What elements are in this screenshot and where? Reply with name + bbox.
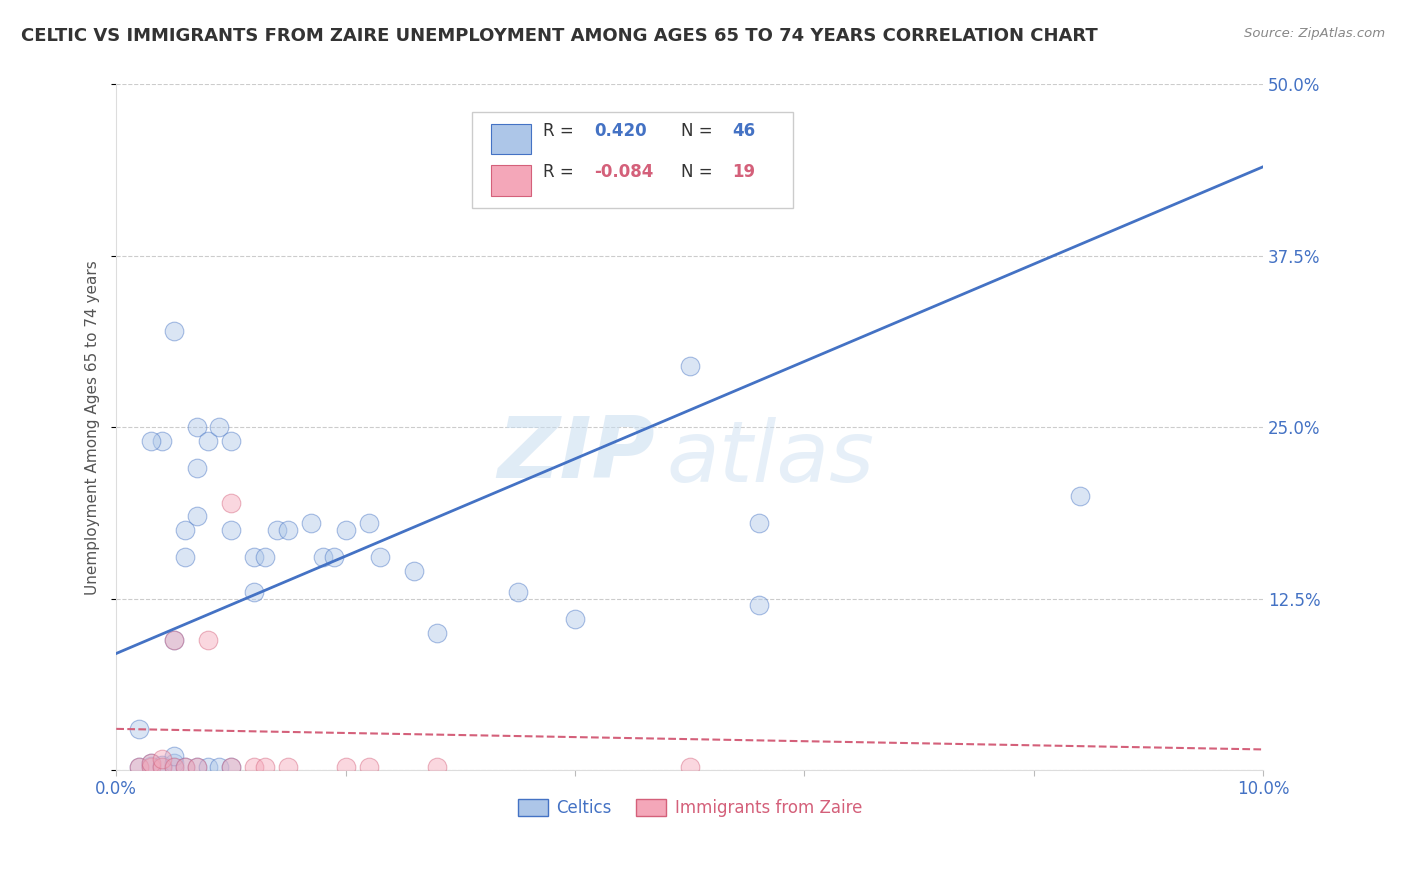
Point	[162, 749, 184, 764]
Point	[150, 757, 173, 772]
Point	[357, 760, 380, 774]
Point	[139, 759, 162, 773]
Text: Source: ZipAtlas.com: Source: ZipAtlas.com	[1244, 27, 1385, 40]
Point	[186, 760, 208, 774]
Point	[150, 760, 173, 774]
Point	[208, 760, 231, 774]
Text: -0.084: -0.084	[595, 163, 654, 181]
Point	[277, 523, 299, 537]
Point	[266, 523, 288, 537]
Point	[243, 550, 266, 565]
Point	[139, 756, 162, 771]
Text: N =: N =	[681, 122, 717, 140]
Text: ZIP: ZIP	[498, 413, 655, 496]
Point	[219, 760, 242, 774]
FancyBboxPatch shape	[472, 112, 793, 208]
Point	[748, 599, 770, 613]
Point	[748, 516, 770, 531]
Point	[197, 434, 219, 448]
Text: 46: 46	[733, 122, 755, 140]
Point	[243, 584, 266, 599]
Y-axis label: Unemployment Among Ages 65 to 74 years: Unemployment Among Ages 65 to 74 years	[86, 260, 100, 595]
Point	[564, 612, 586, 626]
Point	[1069, 489, 1091, 503]
Point	[174, 760, 197, 774]
Point	[243, 760, 266, 774]
Point	[404, 564, 426, 578]
Point	[335, 523, 357, 537]
Point	[679, 760, 702, 774]
Point	[368, 550, 391, 565]
Point	[335, 760, 357, 774]
Bar	[491, 165, 531, 195]
Point	[506, 584, 529, 599]
Point	[186, 509, 208, 524]
Point	[162, 756, 184, 771]
Point	[357, 516, 380, 531]
Point	[150, 752, 173, 766]
Point	[219, 434, 242, 448]
Point	[197, 632, 219, 647]
Point	[312, 550, 335, 565]
Point	[174, 523, 197, 537]
Point	[150, 760, 173, 774]
Text: atlas: atlas	[666, 417, 875, 500]
Point	[139, 760, 162, 774]
Point	[162, 760, 184, 774]
Point	[426, 626, 449, 640]
Point	[150, 434, 173, 448]
Point	[277, 760, 299, 774]
Point	[139, 756, 162, 771]
Point	[174, 760, 197, 774]
Text: CELTIC VS IMMIGRANTS FROM ZAIRE UNEMPLOYMENT AMONG AGES 65 TO 74 YEARS CORRELATI: CELTIC VS IMMIGRANTS FROM ZAIRE UNEMPLOY…	[21, 27, 1098, 45]
Point	[162, 632, 184, 647]
Legend: Celtics, Immigrants from Zaire: Celtics, Immigrants from Zaire	[510, 792, 869, 823]
Text: R =: R =	[543, 122, 579, 140]
Point	[128, 722, 150, 736]
Text: R =: R =	[543, 163, 579, 181]
Point	[186, 461, 208, 475]
Point	[254, 550, 277, 565]
Point	[162, 324, 184, 338]
Point	[162, 760, 184, 774]
Text: N =: N =	[681, 163, 717, 181]
Point	[197, 760, 219, 774]
Point	[208, 420, 231, 434]
Point	[323, 550, 346, 565]
Point	[162, 632, 184, 647]
Point	[186, 760, 208, 774]
Point	[679, 359, 702, 373]
Text: 19: 19	[733, 163, 755, 181]
Point	[219, 760, 242, 774]
Point	[254, 760, 277, 774]
Point	[128, 760, 150, 774]
Text: 0.420: 0.420	[595, 122, 647, 140]
Point	[219, 523, 242, 537]
Bar	[491, 123, 531, 154]
Point	[426, 760, 449, 774]
Point	[186, 420, 208, 434]
Point	[139, 434, 162, 448]
Point	[174, 550, 197, 565]
Point	[299, 516, 322, 531]
Point	[128, 760, 150, 774]
Point	[219, 495, 242, 509]
